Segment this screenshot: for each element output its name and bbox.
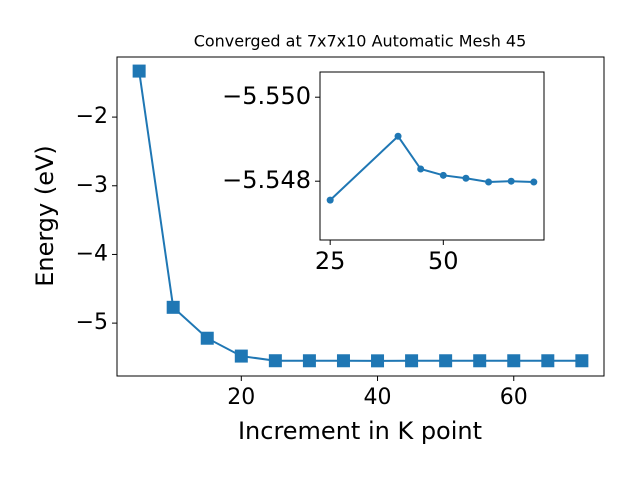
chart-title: Converged at 7x7x10 Automatic Mesh 45	[194, 32, 527, 51]
marker	[507, 354, 521, 368]
data-line	[329, 134, 534, 201]
y-tick-label: −5.548	[222, 166, 311, 194]
x-tick-label: 20	[227, 385, 255, 410]
marker	[507, 177, 515, 185]
y-tick-label: −5.550	[222, 82, 311, 110]
marker	[326, 196, 334, 204]
y-tick-label: −3	[76, 173, 108, 198]
y-tick-label: −5	[76, 310, 108, 335]
marker	[485, 178, 493, 186]
marker	[132, 64, 146, 78]
x-tick-label: 40	[364, 385, 392, 410]
marker	[234, 349, 248, 363]
y-tick-label: −2	[76, 104, 108, 129]
marker	[541, 354, 555, 368]
marker	[200, 331, 214, 345]
x-tick-label: 60	[500, 385, 528, 410]
marker	[575, 354, 589, 368]
marker	[394, 132, 402, 140]
x-axis-label: Increment in K point	[238, 417, 482, 445]
marker	[302, 354, 316, 368]
marker	[439, 171, 447, 179]
plot-frame	[116, 56, 605, 377]
y-tick-label: −4	[76, 241, 108, 266]
marker	[405, 354, 419, 368]
marker	[530, 178, 538, 186]
marker	[439, 354, 453, 368]
marker	[268, 354, 282, 368]
x-tick-label: 25	[315, 247, 346, 275]
y-axis-label: Energy (eV)	[31, 145, 59, 287]
marker	[417, 165, 425, 173]
plot-area	[320, 72, 544, 240]
marker	[336, 354, 350, 368]
plot-frame	[319, 71, 545, 241]
marker	[371, 354, 385, 368]
x-tick-label: 50	[428, 247, 459, 275]
marker	[473, 354, 487, 368]
marker	[166, 300, 180, 314]
marker	[462, 174, 470, 182]
